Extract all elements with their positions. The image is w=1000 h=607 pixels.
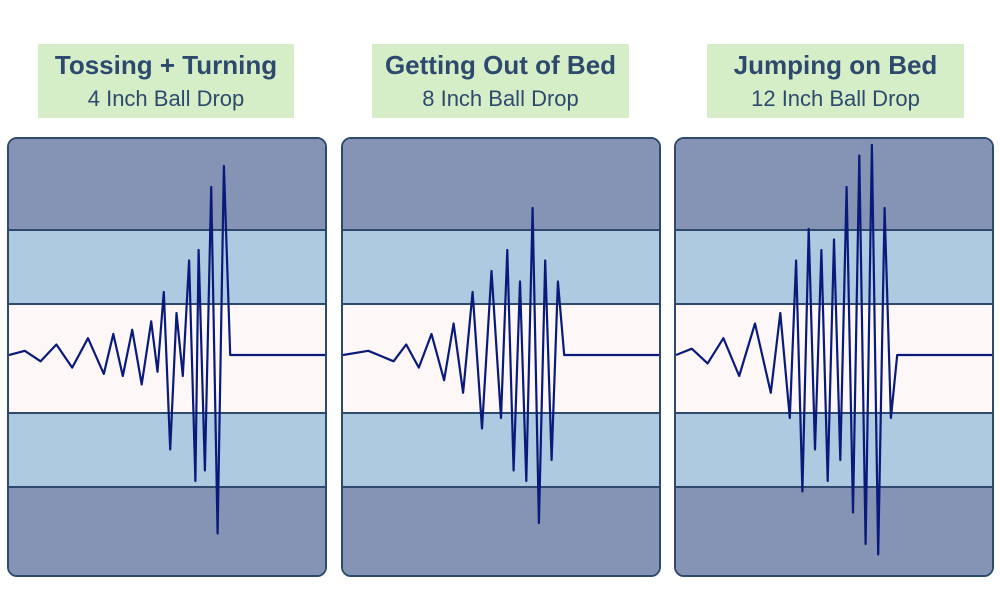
band-divider [9, 229, 325, 231]
band-mid-bottom [343, 413, 659, 487]
wave-series-line [676, 143, 992, 556]
panel-label: Getting Out of Bed 8 Inch Ball Drop [372, 44, 629, 118]
panel-subtitle: 4 Inch Ball Drop [87, 86, 245, 111]
band-mid-bottom [9, 413, 325, 487]
panel-subtitle: 8 Inch Ball Drop [422, 86, 579, 111]
wave-panel [674, 137, 994, 577]
band-outer-bottom [676, 487, 992, 575]
wave-chart [343, 206, 659, 525]
wave-panel [341, 137, 661, 577]
band-divider [9, 412, 325, 414]
band-divider [343, 486, 659, 488]
band-divider [9, 486, 325, 488]
band-divider [676, 229, 992, 231]
band-mid-top [9, 230, 325, 304]
panel-label: Tossing + Turning 4 Inch Ball Drop [38, 44, 294, 118]
panel-title: Getting Out of Bed [384, 50, 617, 80]
panel-title: Tossing + Turning [54, 50, 278, 80]
band-divider [676, 303, 992, 305]
band-divider [676, 486, 992, 488]
panel-subtitle: 12 Inch Ball Drop [751, 86, 920, 111]
band-divider [343, 229, 659, 231]
wave-chart [676, 143, 992, 556]
wave-series-line [343, 206, 659, 525]
wave-panel [7, 137, 327, 577]
panel-label: Jumping on Bed 12 Inch Ball Drop [707, 44, 964, 118]
band-outer-top [676, 139, 992, 230]
band-outer-bottom [343, 487, 659, 575]
panel-title: Jumping on Bed [733, 50, 938, 80]
band-divider [343, 303, 659, 305]
band-divider [9, 303, 325, 305]
band-mid-top [343, 230, 659, 304]
band-outer-bottom [9, 487, 325, 575]
band-center [676, 304, 992, 413]
band-outer-top [343, 139, 659, 230]
band-outer-top [9, 139, 325, 230]
band-mid-bottom [676, 413, 992, 487]
wave-series-line [9, 164, 325, 535]
band-divider [676, 412, 992, 414]
wave-chart [9, 164, 325, 535]
